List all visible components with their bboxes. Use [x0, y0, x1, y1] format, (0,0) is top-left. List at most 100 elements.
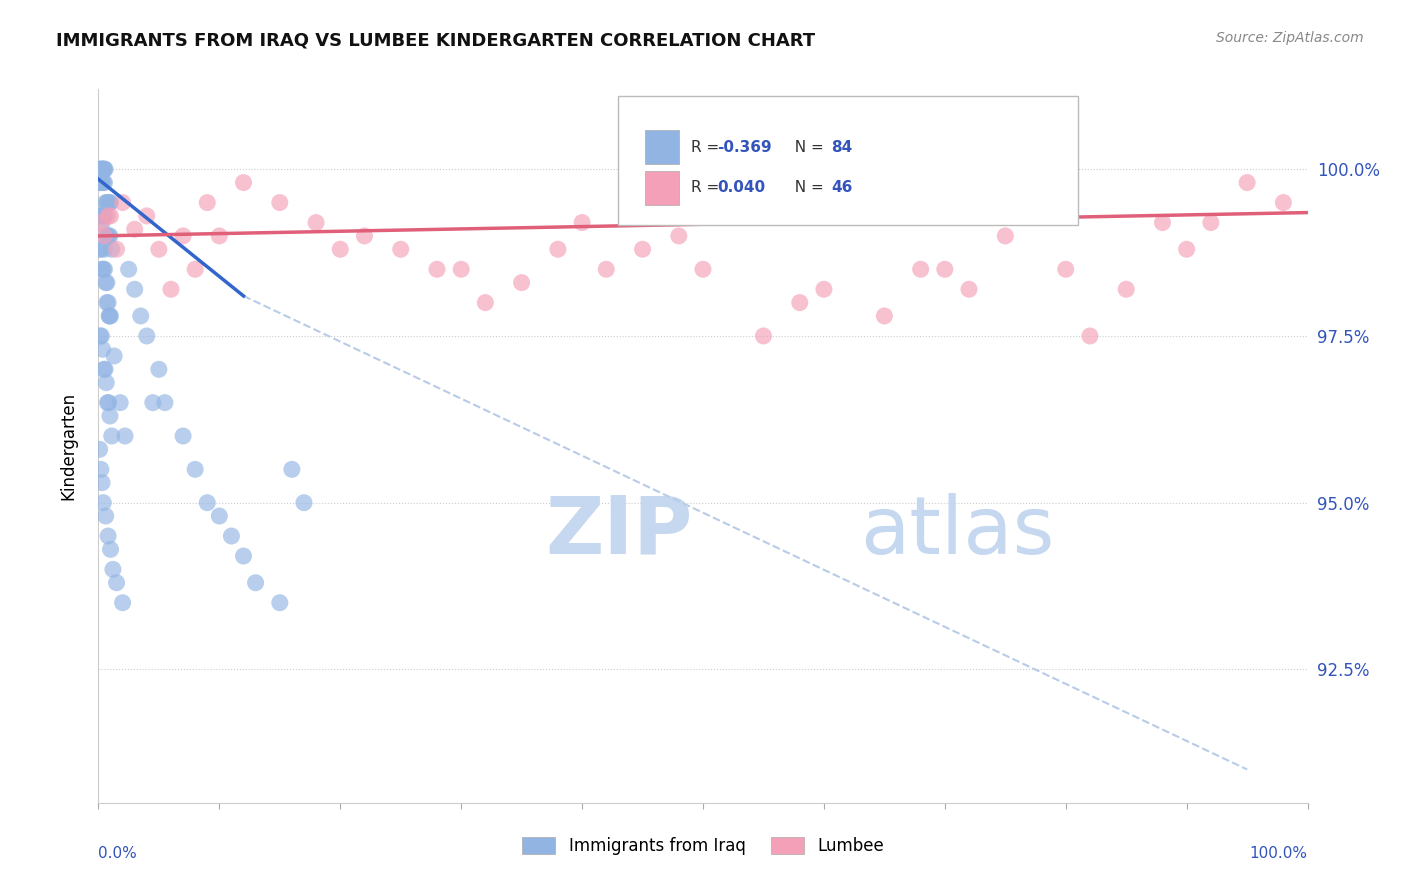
Point [97, 295, 120, 310]
Point [124, 222, 146, 236]
Point [510, 276, 533, 290]
Point [1152, 216, 1174, 230]
Text: 84: 84 [831, 139, 852, 154]
Text: ZIP: ZIP [546, 492, 693, 571]
Point [474, 295, 496, 310]
Y-axis label: Kindergarten: Kindergarten [59, 392, 77, 500]
Point [98, 309, 121, 323]
Point [232, 176, 254, 190]
Point [232, 549, 254, 563]
Point [98, 195, 121, 210]
Point [96, 295, 118, 310]
Text: IMMIGRANTS FROM IRAQ VS LUMBEE KINDERGARTEN CORRELATION CHART: IMMIGRANTS FROM IRAQ VS LUMBEE KINDERGAR… [56, 31, 815, 49]
Point [91, 162, 114, 177]
Point [910, 262, 932, 277]
Point [692, 262, 714, 277]
Point [90, 209, 112, 223]
Point [195, 496, 218, 510]
Point [93, 176, 115, 190]
Point [93, 242, 115, 256]
Point [108, 395, 131, 409]
Point [94, 162, 117, 177]
Point [89, 442, 111, 457]
Point [91, 496, 114, 510]
Point [934, 262, 956, 277]
Point [96, 276, 118, 290]
Point [90, 242, 112, 256]
Point [595, 262, 617, 277]
Point [1054, 262, 1077, 277]
Point [208, 228, 231, 243]
Point [547, 242, 569, 256]
Point [153, 395, 176, 409]
Point [89, 242, 111, 256]
Text: atlas: atlas [860, 492, 1054, 571]
Point [100, 542, 122, 557]
Point [100, 209, 122, 223]
Point [1115, 282, 1137, 296]
Point [135, 209, 157, 223]
Point [245, 575, 267, 590]
FancyBboxPatch shape [619, 96, 1078, 225]
Point [1175, 242, 1198, 256]
Point [90, 162, 112, 177]
Text: 46: 46 [831, 180, 852, 195]
Point [89, 329, 111, 343]
Point [631, 242, 654, 256]
Point [97, 228, 120, 243]
Point [96, 228, 118, 243]
Point [90, 329, 112, 343]
Point [89, 176, 111, 190]
Point [789, 295, 811, 310]
Point [129, 309, 152, 323]
Point [813, 282, 835, 296]
Point [93, 362, 115, 376]
Point [96, 195, 118, 210]
Point [98, 409, 121, 423]
Point [100, 429, 122, 443]
Point [752, 329, 775, 343]
Point [305, 216, 328, 230]
Point [91, 343, 114, 357]
Point [172, 228, 194, 243]
Text: R =: R = [690, 180, 724, 195]
Point [957, 282, 980, 296]
Point [668, 228, 690, 243]
Point [93, 228, 115, 243]
Point [269, 596, 291, 610]
Point [91, 216, 114, 230]
Point [100, 195, 122, 210]
Point [160, 282, 183, 296]
Point [118, 262, 141, 277]
Point [101, 562, 124, 576]
Point [103, 349, 125, 363]
Point [135, 329, 157, 343]
Point [873, 309, 896, 323]
Point [100, 309, 122, 323]
Point [91, 209, 114, 223]
Point [1078, 329, 1101, 343]
Point [91, 176, 114, 190]
Point [97, 209, 120, 223]
Bar [645, 130, 679, 164]
Point [97, 395, 120, 409]
Point [91, 262, 114, 277]
Point [100, 242, 122, 256]
Point [111, 195, 134, 210]
Point [93, 262, 115, 277]
Point [571, 216, 593, 230]
Text: Source: ZipAtlas.com: Source: ZipAtlas.com [1216, 31, 1364, 45]
Point [93, 162, 115, 177]
Point [994, 228, 1017, 243]
Point [94, 276, 117, 290]
Point [389, 242, 412, 256]
Point [148, 242, 170, 256]
Point [89, 162, 111, 177]
Point [184, 262, 207, 277]
Point [94, 509, 117, 524]
Point [148, 362, 170, 376]
Bar [645, 170, 679, 205]
Point [124, 282, 146, 296]
Point [94, 209, 117, 223]
Point [208, 509, 231, 524]
